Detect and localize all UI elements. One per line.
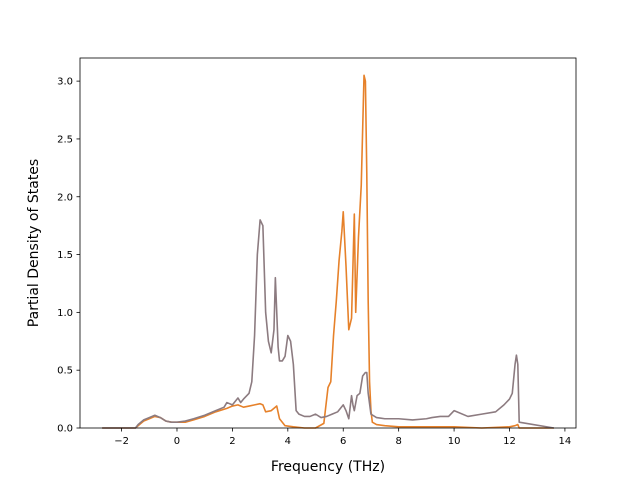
x-tick-label: 2 (229, 436, 235, 447)
plot-frame (79, 57, 577, 429)
series-line-1 (102, 74, 554, 429)
x-axis: −2 0 2 4 6 8 10 12 14 (114, 428, 571, 447)
x-axis-label: Frequency (THz) (271, 459, 385, 475)
y-tick-label: 3.0 (57, 77, 73, 88)
y-tick-label: 2.5 (57, 134, 73, 145)
series-layer (102, 74, 554, 429)
y-tick-label: 2.0 (57, 192, 73, 203)
y-tick-label: 0.0 (57, 424, 73, 435)
x-tick-label: 8 (395, 436, 401, 447)
y-axis: 0.0 0.5 1.0 1.5 2.0 2.5 3.0 (57, 77, 80, 435)
y-tick-label: 1.5 (57, 250, 73, 261)
x-tick-label: 14 (559, 436, 572, 447)
x-tick-label: 4 (285, 436, 291, 447)
x-tick-label: 0 (174, 436, 180, 447)
x-tick-label: 10 (448, 436, 461, 447)
y-axis-label: Partial Density of States (26, 159, 42, 327)
x-tick-label: 12 (503, 436, 516, 447)
x-tick-label: 6 (340, 436, 346, 447)
y-tick-label: 1.0 (57, 308, 73, 319)
x-tick-label: −2 (114, 436, 129, 447)
series-line-2 (102, 219, 554, 429)
y-tick-label: 0.5 (57, 366, 73, 377)
